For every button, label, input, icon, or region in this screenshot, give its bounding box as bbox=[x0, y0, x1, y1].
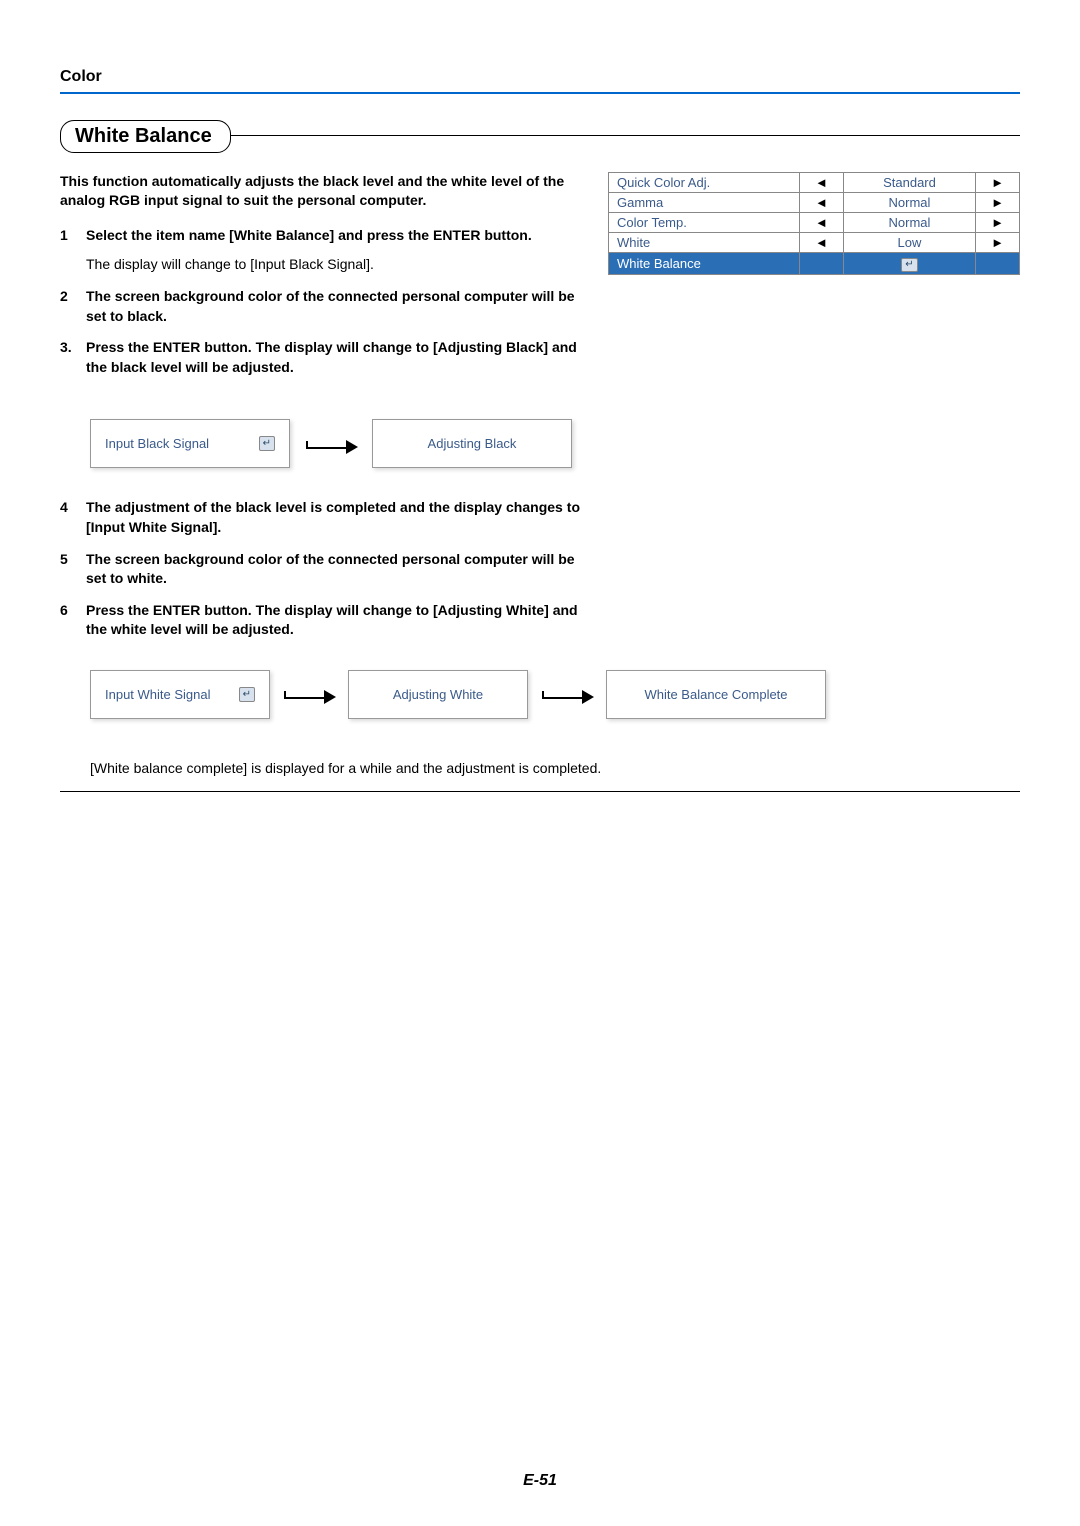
arrow-left-icon: ◄ bbox=[799, 173, 843, 193]
menu-blank bbox=[799, 253, 843, 275]
arrow-right-icon bbox=[280, 680, 338, 708]
arrow-left-icon: ◄ bbox=[799, 233, 843, 253]
osd-menu: Quick Color Adj. ◄ Standard ► Gamma ◄ No… bbox=[608, 172, 1020, 275]
step-item: 5 The screen background color of the con… bbox=[60, 550, 580, 589]
arrow-right-icon: ► bbox=[976, 173, 1020, 193]
flow-diagram-2: Input White Signal ↵ Adjusting White Whi… bbox=[90, 670, 1020, 719]
flow-box-label: Input White Signal bbox=[105, 687, 211, 702]
menu-value: Low bbox=[843, 233, 975, 253]
step-number: 5 bbox=[60, 550, 74, 589]
menu-row: White ◄ Low ► bbox=[609, 233, 1020, 253]
arrow-right-icon: ► bbox=[976, 233, 1020, 253]
menu-label: Quick Color Adj. bbox=[609, 173, 800, 193]
step-number: 6 bbox=[60, 601, 74, 640]
arrow-right-icon bbox=[538, 680, 596, 708]
flow-box: Adjusting White bbox=[348, 670, 528, 719]
step-text: Select the item name [White Balance] and… bbox=[86, 227, 532, 243]
step-number: 1 bbox=[60, 226, 74, 275]
flow-box: Input White Signal ↵ bbox=[90, 670, 270, 719]
menu-value: Normal bbox=[843, 193, 975, 213]
menu-row: Quick Color Adj. ◄ Standard ► bbox=[609, 173, 1020, 193]
enter-icon: ↵ bbox=[901, 258, 917, 272]
step-item: 6 Press the ENTER button. The display wi… bbox=[60, 601, 580, 640]
arrow-right-icon bbox=[302, 430, 360, 458]
step-text: The screen background color of the conne… bbox=[86, 287, 580, 326]
menu-label: Color Temp. bbox=[609, 213, 800, 233]
menu-value: Standard bbox=[843, 173, 975, 193]
step-text: Press the ENTER button. The display will… bbox=[86, 601, 580, 640]
page-title: White Balance bbox=[60, 120, 231, 153]
menu-value: Normal bbox=[843, 213, 975, 233]
enter-icon: ↵ bbox=[239, 687, 255, 702]
step-item: 2 The screen background color of the con… bbox=[60, 287, 580, 326]
step-number: 4 bbox=[60, 498, 74, 537]
step-item: 1 Select the item name [White Balance] a… bbox=[60, 226, 580, 275]
step-number: 3. bbox=[60, 338, 74, 377]
menu-label: Gamma bbox=[609, 193, 800, 213]
menu-label: White bbox=[609, 233, 800, 253]
arrow-right-icon: ► bbox=[976, 193, 1020, 213]
menu-enter-icon: ↵ bbox=[843, 253, 975, 275]
step-subtext: The display will change to [Input Black … bbox=[86, 255, 580, 275]
step-text: The screen background color of the conne… bbox=[86, 550, 580, 589]
menu-row: Gamma ◄ Normal ► bbox=[609, 193, 1020, 213]
menu-row-selected: White Balance ↵ bbox=[609, 253, 1020, 275]
completion-note: [White balance complete] is displayed fo… bbox=[90, 759, 650, 779]
flow-box: Input Black Signal ↵ bbox=[90, 419, 290, 468]
menu-label: White Balance bbox=[609, 253, 800, 275]
steps-list-1: 1 Select the item name [White Balance] a… bbox=[60, 226, 580, 378]
flow-box: White Balance Complete bbox=[606, 670, 826, 719]
arrow-left-icon: ◄ bbox=[799, 193, 843, 213]
bottom-divider bbox=[60, 791, 1020, 792]
step-number: 2 bbox=[60, 287, 74, 326]
flow-box-label: Input Black Signal bbox=[105, 436, 209, 451]
steps-list-2: 4 The adjustment of the black level is c… bbox=[60, 498, 580, 640]
menu-row: Color Temp. ◄ Normal ► bbox=[609, 213, 1020, 233]
step-item: 4 The adjustment of the black level is c… bbox=[60, 498, 580, 537]
section-label: Color bbox=[60, 68, 1020, 86]
arrow-left-icon: ◄ bbox=[799, 213, 843, 233]
intro-text: This function automatically adjusts the … bbox=[60, 172, 580, 210]
step-item: 3. Press the ENTER button. The display w… bbox=[60, 338, 580, 377]
flow-box: Adjusting Black bbox=[372, 419, 572, 468]
arrow-right-icon: ► bbox=[976, 213, 1020, 233]
section-divider bbox=[60, 92, 1020, 94]
step-text: The adjustment of the black level is com… bbox=[86, 498, 580, 537]
page-number: E-51 bbox=[0, 1472, 1080, 1490]
title-wrap: White Balance bbox=[60, 120, 1020, 150]
step-text: Press the ENTER button. The display will… bbox=[86, 338, 580, 377]
menu-blank bbox=[976, 253, 1020, 275]
enter-icon: ↵ bbox=[259, 436, 275, 451]
flow-diagram-1: Input Black Signal ↵ Adjusting Black bbox=[90, 419, 1020, 468]
